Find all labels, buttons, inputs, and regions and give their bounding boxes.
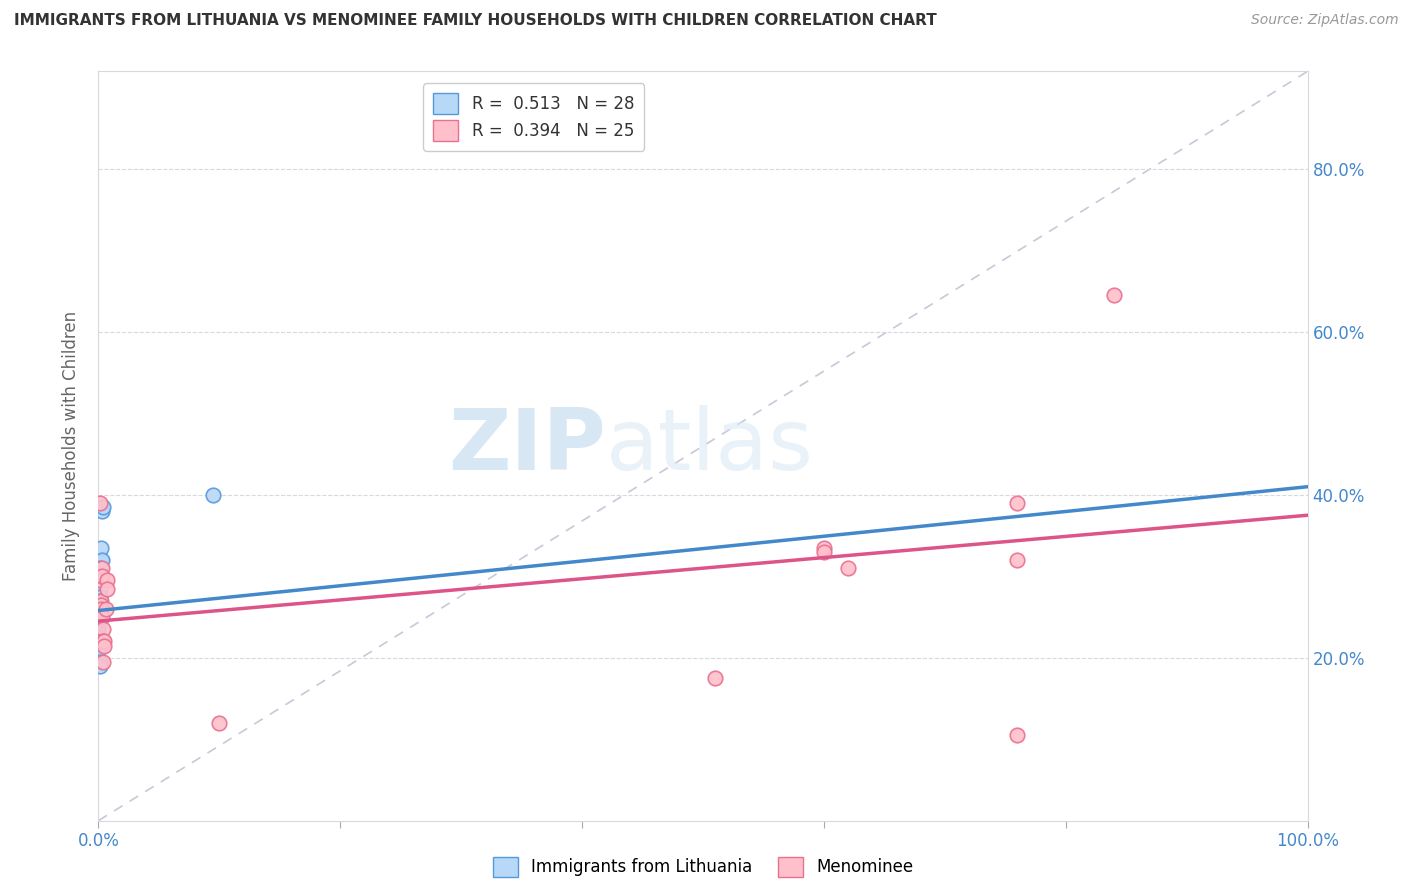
Point (91, 655, 114, 669)
Point (87, 614, 110, 628)
Point (89, 582, 111, 596)
Point (1007, 553, 1029, 567)
Point (89, 593, 111, 607)
Point (89, 574, 111, 588)
Point (202, 488, 225, 502)
Point (90, 553, 112, 567)
Point (96, 582, 118, 596)
Point (91, 561, 114, 575)
Point (90, 634, 112, 648)
Point (91, 569, 114, 583)
Point (91, 504, 114, 518)
Point (89, 659, 111, 673)
Point (94, 602, 117, 616)
Point (87, 642, 110, 657)
Point (89, 655, 111, 669)
Point (87, 618, 110, 632)
Text: atlas: atlas (606, 404, 814, 488)
Point (87, 622, 110, 636)
Point (89, 561, 111, 575)
Point (90, 541, 112, 555)
Point (91, 622, 114, 636)
Point (91, 634, 114, 648)
Point (90, 602, 112, 616)
Point (89, 496, 111, 510)
Legend: R =  0.513   N = 28, R =  0.394   N = 25: R = 0.513 N = 28, R = 0.394 N = 25 (423, 84, 644, 151)
Text: Source: ZipAtlas.com: Source: ZipAtlas.com (1251, 13, 1399, 28)
Point (91, 553, 114, 567)
Point (1102, 288, 1125, 302)
Point (1007, 496, 1029, 510)
Text: IMMIGRANTS FROM LITHUANIA VS MENOMINEE FAMILY HOUSEHOLDS WITH CHILDREN CORRELATI: IMMIGRANTS FROM LITHUANIA VS MENOMINEE F… (14, 13, 936, 29)
Y-axis label: Family Households with Children: Family Households with Children (62, 311, 80, 581)
Point (87, 631, 110, 645)
Text: ZIP: ZIP (449, 404, 606, 488)
Point (91, 610, 114, 624)
Point (813, 545, 835, 559)
Point (89, 590, 111, 604)
Point (91, 500, 114, 514)
Point (704, 671, 727, 685)
Point (813, 541, 835, 555)
Point (87, 610, 110, 624)
Point (90, 610, 112, 624)
Point (89, 574, 111, 588)
Point (96, 574, 118, 588)
Point (837, 561, 859, 575)
Point (93, 634, 115, 648)
Point (90, 593, 112, 607)
Point (89, 569, 111, 583)
Legend: Immigrants from Lithuania, Menominee: Immigrants from Lithuania, Menominee (486, 850, 920, 884)
Point (87, 634, 110, 648)
Point (87, 639, 110, 653)
Point (87, 606, 110, 620)
Point (89, 602, 111, 616)
Point (1007, 728, 1029, 742)
Point (90, 598, 112, 612)
Point (89, 598, 111, 612)
Point (87, 626, 110, 640)
Point (208, 715, 231, 730)
Point (93, 639, 115, 653)
